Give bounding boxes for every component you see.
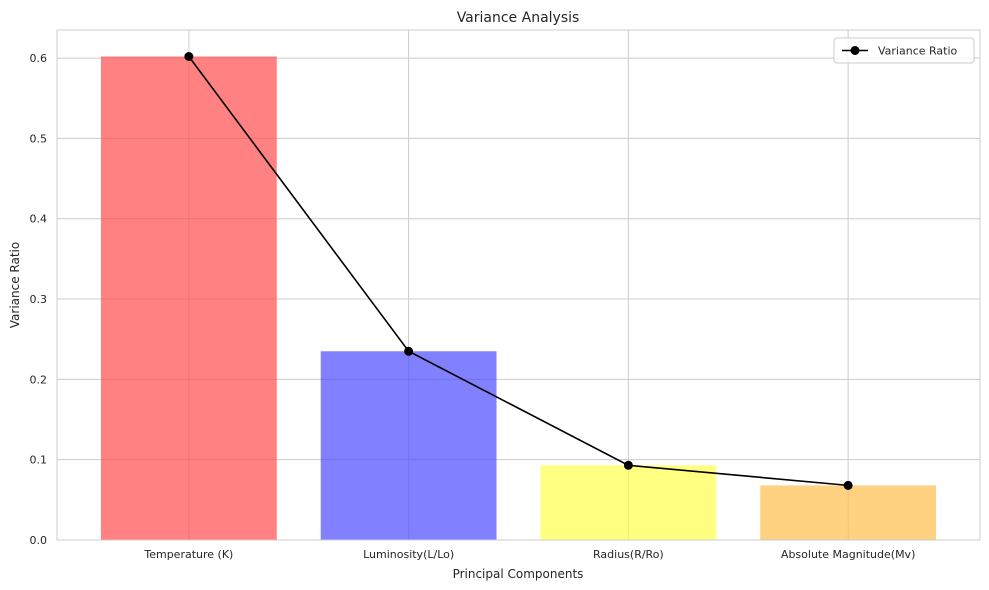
line-point [623,460,633,470]
y-tick-label: 0.3 [30,293,48,306]
y-tick-label: 0.4 [30,213,48,226]
y-tick-label: 0.2 [30,373,48,386]
x-tick-label: Absolute Magnitude(Mv) [781,548,915,561]
bar [320,351,497,540]
legend: Variance Ratio [833,37,975,64]
x-tick-label: Temperature (K) [143,548,233,561]
y-tick-labels: 0.0 0.1 0.2 0.3 0.4 0.5 0.6 [30,52,48,547]
bar [760,485,937,540]
y-tick-label: 0.1 [30,454,48,467]
variance-ratio-line [188,56,849,487]
y-axis-label: Variance Ratio [8,242,22,328]
y-tick-label: 0.0 [30,534,48,547]
bar [540,465,717,540]
bar-series [100,56,937,540]
line-point [843,480,853,490]
bar [100,56,277,540]
y-tick-label: 0.5 [30,132,48,145]
plot-area-border [56,29,981,541]
y-tick-label: 0.6 [30,52,48,65]
x-tick-label: Luminosity(L/Lo) [363,548,454,561]
line-point [184,52,194,62]
x-tick-labels: Temperature (K) Luminosity(L/Lo) Radius(R/… [143,548,915,561]
variance-ratio-line-series [184,52,853,490]
x-tick-label: Radius(R/Ro) [593,548,664,561]
legend-box [833,37,975,64]
legend-label: Variance Ratio [878,45,958,58]
chart-title: Variance Analysis [457,10,580,26]
legend-marker-swatch [850,46,860,55]
x-axis-label: Principal Components [453,567,584,581]
line-point [404,346,414,356]
